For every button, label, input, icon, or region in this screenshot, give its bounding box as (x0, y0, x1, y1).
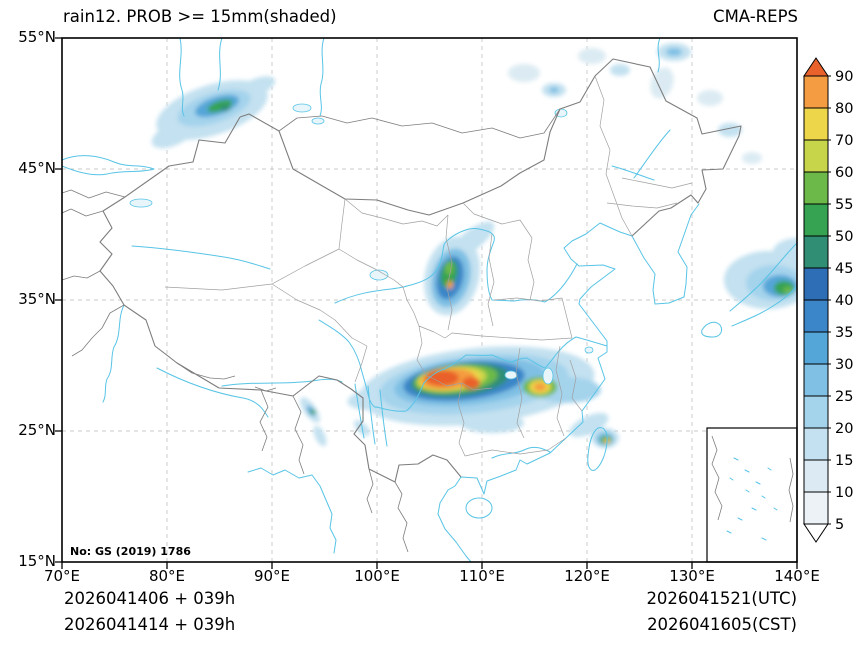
init-time-cst: 2026041414 + 039h (64, 615, 235, 634)
x-tick-label: 120°E (555, 567, 619, 585)
lake-issykkul (130, 199, 152, 207)
x-tick-label: 130°E (660, 567, 724, 585)
colorbar-segment (804, 396, 828, 428)
colorbar-segment (804, 268, 828, 300)
lake-taihu (585, 347, 593, 353)
mongolia-lake (293, 104, 311, 112)
colorbar-label: 25 (835, 389, 853, 405)
colorbar-label: 55 (835, 197, 853, 213)
lake-dongting (505, 371, 517, 379)
x-tick-label: 140°E (765, 567, 829, 585)
x-tick-label: 100°E (345, 567, 409, 585)
colorbar-label: 10 (835, 485, 853, 501)
colorbar-segment (804, 172, 828, 204)
colorbar-segment (804, 140, 828, 172)
colorbar-segment (804, 108, 828, 140)
x-tick-label: 70°E (30, 567, 94, 585)
colorbar-segment (804, 76, 828, 108)
colorbar-label: 45 (835, 261, 853, 277)
colorbar-bottom-arrow (804, 524, 828, 542)
x-tick-label: 110°E (450, 567, 514, 585)
chart-title: rain12. PROB >= 15mm(shaded) (63, 7, 337, 26)
license-note: No: GS (2019) 1786 (70, 545, 191, 558)
colorbar-label: 50 (835, 229, 853, 245)
colorbar-segment (804, 300, 828, 332)
y-tick-label: 55°N (0, 28, 56, 46)
colorbar-label: 5 (835, 517, 844, 533)
colorbar-segment (804, 364, 828, 396)
mongolia-lake-2 (312, 118, 324, 124)
colorbar-segment (804, 332, 828, 364)
hainan-island (466, 498, 492, 518)
y-tick-label: 25°N (0, 421, 56, 439)
neighbor-borders (62, 109, 560, 552)
precip-probability-shading (148, 43, 821, 448)
valid-time-cst: 2026041605(CST) (647, 615, 797, 634)
model-name: CMA-REPS (713, 7, 798, 26)
colorbar-label: 70 (835, 133, 853, 149)
colorbar-segment (804, 204, 828, 236)
lake-poyang (543, 368, 553, 384)
colorbar-segment (804, 492, 828, 524)
map-canvas: No: GS (2019) 1786 (62, 38, 797, 562)
y-tick-label: 35°N (0, 290, 56, 308)
y-tick-label: 45°N (0, 159, 56, 177)
south-china-sea-inset (707, 428, 797, 562)
init-time-utc: 2026041406 + 039h (64, 589, 235, 608)
colorbar-label: 40 (835, 293, 853, 309)
colorbar-label: 35 (835, 325, 853, 341)
colorbar-segment (804, 460, 828, 492)
colorbar-label: 80 (835, 101, 853, 117)
x-tick-label: 80°E (135, 567, 199, 585)
colorbar-label: 60 (835, 165, 853, 181)
forecast-figure: rain12. PROB >= 15mm(shaded) CMA-REPS (0, 0, 860, 647)
colorbar-top-arrow (804, 58, 828, 76)
colorbar-label: 90 (835, 69, 853, 85)
x-tick-label: 90°E (240, 567, 304, 585)
colorbar-label: 30 (835, 357, 853, 373)
valid-time-utc: 2026041521(UTC) (646, 589, 797, 608)
colorbar-label: 15 (835, 453, 853, 469)
colorbar: 90 80 70 60 55 50 45 40 35 30 25 20 15 10 5 (802, 56, 860, 548)
colorbar-label: 20 (835, 421, 853, 437)
colorbar-segment (804, 428, 828, 460)
colorbar-segment (804, 236, 828, 268)
